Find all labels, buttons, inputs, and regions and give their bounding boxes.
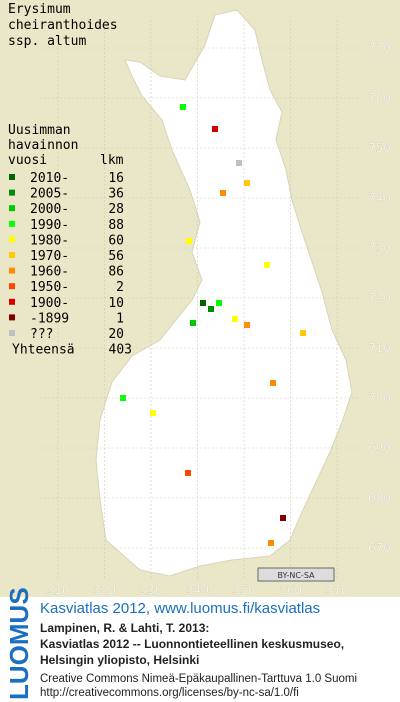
- y-grid-label: 690: [368, 441, 391, 455]
- legend-label: 1990-: [30, 218, 69, 233]
- brand: LUOMUS: [4, 587, 34, 700]
- legend-swatch: [9, 205, 15, 212]
- x-grid-label: 340: [186, 583, 209, 597]
- x-grid-label: 330: [140, 583, 163, 597]
- legend-count: 36: [108, 187, 124, 202]
- y-grid-label: 760: [368, 91, 391, 105]
- legend-total: 403: [109, 343, 132, 358]
- legend-swatch: [9, 330, 15, 336]
- legend-label: 1970-: [30, 249, 69, 264]
- y-grid-label: 720: [368, 291, 391, 305]
- legend-count: 10: [108, 296, 124, 311]
- license-url[interactable]: http://creativecommons.org/licenses/by-n…: [40, 687, 299, 699]
- legend-count: 88: [108, 218, 124, 233]
- legend-count: 1: [116, 311, 124, 326]
- y-grid-label: 680: [368, 491, 391, 505]
- legend-label: 1980-: [30, 233, 69, 248]
- x-grid-label: 360: [279, 583, 302, 597]
- legend-label: 2010-: [30, 171, 69, 186]
- x-grid-label: 320: [93, 583, 116, 597]
- legend-swatch: [9, 314, 15, 321]
- legend-count: 86: [108, 265, 124, 280]
- legend-swatch: [9, 283, 15, 290]
- y-grid-label: 770: [368, 41, 391, 55]
- citation: Helsingin yliopisto, Helsinki: [40, 653, 199, 667]
- legend-heading: Uusimman: [8, 123, 71, 138]
- legend-label: 1950-: [30, 280, 69, 295]
- species-title: ssp. altum: [8, 34, 86, 49]
- y-grid-label: 750: [368, 141, 391, 155]
- cc-badge: [257, 567, 335, 582]
- legend-swatch: [9, 252, 15, 258]
- legend-count: 20: [108, 327, 124, 342]
- legend-count-heading: lkm: [100, 153, 124, 168]
- legend-swatch: [9, 174, 15, 180]
- y-grid-label: 730: [368, 241, 391, 255]
- x-grid-label: 370: [326, 583, 349, 597]
- legend-heading: havainnon: [8, 138, 78, 153]
- legend-count: 16: [108, 171, 124, 186]
- legend-count: 56: [108, 249, 124, 264]
- legend-label: 2000-: [30, 202, 69, 217]
- legend-label: 2005-: [30, 187, 69, 202]
- y-grid-label: 700: [368, 391, 391, 405]
- legend-swatch: [9, 189, 15, 196]
- legend-count: 60: [108, 233, 124, 248]
- legend-count: 28: [108, 202, 124, 217]
- legend-swatch: [9, 298, 15, 305]
- cc-badge-text: BY-NC-SA: [277, 571, 315, 580]
- observation-squares: [120, 104, 306, 546]
- grid: 770 760 750 740 730 720 710 700 690 680 670 310 320 3…: [40, 20, 391, 597]
- x-grid-label: 350: [233, 583, 256, 597]
- license: Creative Commons Nimeä-Epäkaupallinen-Ta…: [40, 673, 357, 685]
- y-grid-label: 710: [368, 341, 391, 355]
- legend-label: 1900-: [30, 296, 69, 311]
- species-title: cheiranthoides: [8, 18, 118, 33]
- species-title: Erysimum: [8, 2, 71, 17]
- country-outline: [95, 9, 353, 577]
- atlas-link[interactable]: Kasviatlas 2012, www.luomus.fi/kasviatla…: [40, 600, 320, 617]
- legend-heading: vuosi: [8, 153, 47, 168]
- citation: Kasviatlas 2012 -- Luonnontieteellinen k…: [40, 637, 344, 651]
- x-grid-label: 310: [47, 583, 70, 597]
- y-grid-label: 740: [368, 191, 391, 205]
- legend-swatch: [9, 220, 15, 227]
- legend-label: 1960-: [30, 265, 69, 280]
- citation: Lampinen, R. & Lahti, T. 2013:: [40, 621, 209, 635]
- legend-label: ???: [30, 327, 53, 342]
- legend-swatch: [9, 267, 15, 274]
- legend-total-label: Yhteensä: [12, 343, 75, 358]
- legend-count: 2: [116, 280, 124, 295]
- y-grid-label: 670: [368, 541, 391, 555]
- legend-swatch: [9, 236, 15, 243]
- legend-label: -1899: [30, 311, 69, 326]
